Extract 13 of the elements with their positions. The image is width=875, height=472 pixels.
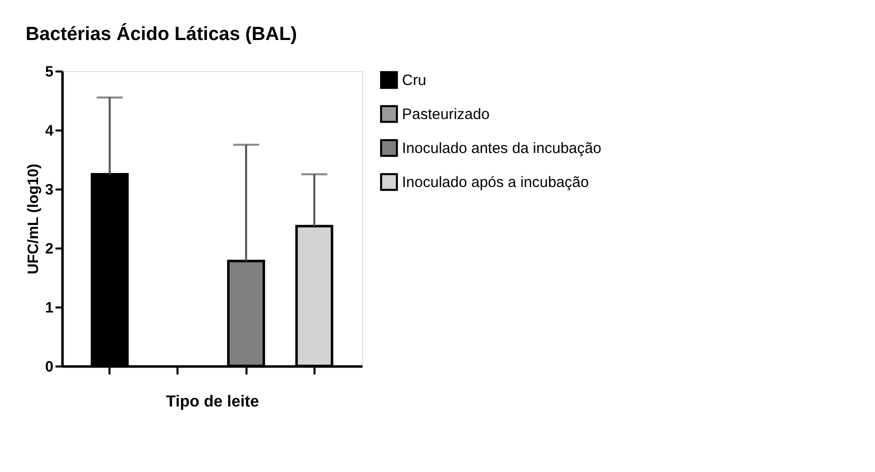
legend-label: Inoculado antes da incubação: [402, 140, 602, 157]
y-tick-label: 2: [45, 240, 54, 258]
legend-label: Pasteurizado: [402, 106, 490, 123]
y-tick-label: 0: [45, 358, 54, 376]
y-tick-label: 4: [45, 122, 54, 140]
chart-title: Bactérias Ácido Láticas (BAL): [26, 23, 298, 45]
y-tick-label: 3: [45, 182, 54, 198]
y-tick-label: 5: [45, 64, 54, 80]
legend-label: Cru: [402, 72, 426, 89]
y-tick-label: 1: [45, 300, 54, 316]
y-axis-title: UFC/mL (log10): [25, 164, 42, 274]
legend-label: Inoculado após a incubação: [402, 174, 589, 191]
x-axis-title: Tipo de leite: [166, 394, 260, 410]
